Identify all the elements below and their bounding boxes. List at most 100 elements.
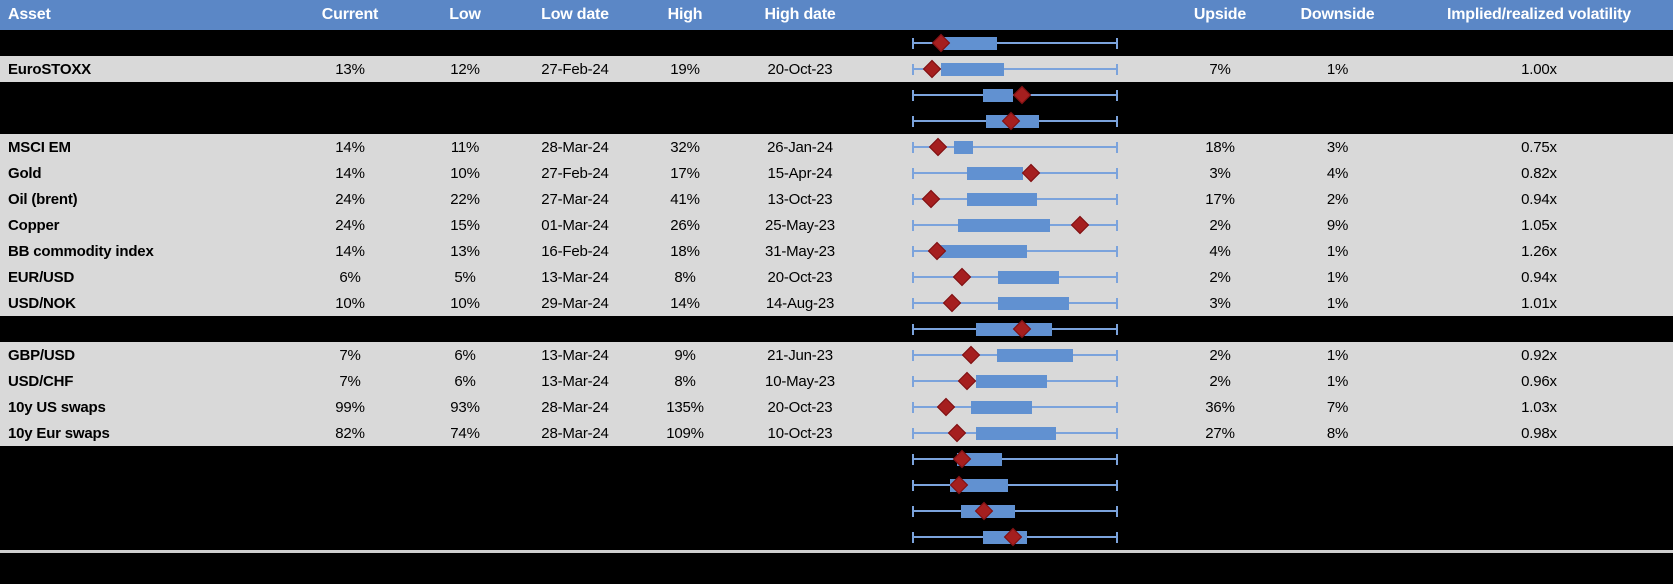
cell-high-date: 26-Jan-24	[767, 138, 833, 156]
whisker-cap-right	[1116, 272, 1118, 283]
cell-low: 13%	[450, 242, 480, 260]
cell-low-date: 28-Mar-24	[541, 398, 609, 416]
range-box	[996, 349, 1074, 362]
whisker-line	[912, 510, 1118, 512]
range-box	[976, 375, 1047, 388]
range-boxplot	[912, 212, 1118, 238]
cell-asset: Gold	[8, 164, 42, 182]
whisker-cap-right	[1116, 220, 1118, 231]
cell-low-date: 29-Mar-24	[541, 294, 609, 312]
cell-current: 6%	[339, 268, 361, 286]
cell-range-chart	[860, 368, 1170, 394]
table-row: BB commodity index 14% 13% 16-Feb-24 18%…	[0, 238, 1673, 264]
whisker-cap-left	[912, 454, 914, 465]
cell-upside: 7%	[1209, 60, 1231, 78]
cell-upside: 3%	[1209, 164, 1231, 182]
whisker-cap-right	[1116, 402, 1118, 413]
cell-upside: 2%	[1209, 372, 1231, 390]
range-boxplot	[912, 238, 1118, 264]
cell-upside: 2%	[1209, 268, 1231, 286]
whisker-cap-left	[912, 506, 914, 517]
cell-high-date: 20-Oct-23	[767, 60, 833, 78]
cell-asset: 10y Eur swaps	[8, 424, 110, 442]
cell-implied-realized: 0.98x	[1521, 424, 1557, 442]
whisker-cap-left	[912, 38, 914, 49]
cell-current: 82%	[335, 424, 365, 442]
table-row	[0, 498, 1673, 524]
col-header-asset: Asset	[8, 6, 51, 23]
cell-implied-realized: 0.75x	[1521, 138, 1557, 156]
cell-high: 135%	[666, 398, 704, 416]
whisker-cap-left	[912, 194, 914, 205]
cell-low-date: 28-Mar-24	[541, 424, 609, 442]
cell-implied-realized: 0.94x	[1521, 190, 1557, 208]
whisker-cap-right	[1116, 480, 1118, 491]
whisker-cap-left	[912, 116, 914, 127]
whisker-cap-right	[1116, 90, 1118, 101]
whisker-cap-left	[912, 64, 914, 75]
whisker-cap-left	[912, 272, 914, 283]
cell-range-chart	[860, 394, 1170, 420]
cell-high-date: 20-Oct-23	[767, 268, 833, 286]
cell-upside: 18%	[1205, 138, 1235, 156]
cell-downside: 1%	[1326, 60, 1349, 78]
col-header-upside: Upside	[1193, 6, 1247, 23]
cell-high: 8%	[674, 268, 696, 286]
range-box	[958, 219, 1050, 232]
col-header-downside: Downside	[1300, 6, 1375, 23]
whisker-cap-right	[1116, 168, 1118, 179]
table-body: EuroSTOXX 13% 12% 27-Feb-24 19% 20-Oct-2…	[0, 30, 1673, 550]
range-box	[976, 427, 1056, 440]
cell-high: 32%	[670, 138, 700, 156]
current-marker-diamond-icon	[953, 267, 972, 287]
cell-current: 14%	[335, 242, 365, 260]
cell-current: 10%	[335, 294, 365, 312]
whisker-line	[912, 68, 1118, 70]
current-marker-diamond-icon	[942, 293, 961, 313]
cell-high: 9%	[674, 346, 696, 364]
range-boxplot	[912, 498, 1118, 524]
cell-high: 26%	[670, 216, 700, 234]
range-boxplot	[912, 472, 1118, 498]
range-box	[941, 37, 997, 50]
cell-implied-realized: 1.01x	[1521, 294, 1557, 312]
table-row: GBP/USD 7% 6% 13-Mar-24 9% 21-Jun-23 2% …	[0, 342, 1673, 368]
col-header-low: Low	[449, 6, 481, 23]
whisker-cap-left	[912, 298, 914, 309]
cell-low-date: 01-Mar-24	[541, 216, 609, 234]
cell-low: 15%	[450, 216, 480, 234]
cell-high-date: 15-Apr-24	[767, 164, 833, 182]
table-row: EuroSTOXX 13% 12% 27-Feb-24 19% 20-Oct-2…	[0, 56, 1673, 82]
whisker-cap-left	[912, 376, 914, 387]
cell-upside: 36%	[1205, 398, 1235, 416]
cell-upside: 27%	[1205, 424, 1235, 442]
cell-range-chart	[860, 108, 1170, 134]
range-box	[997, 271, 1060, 284]
cell-high: 17%	[670, 164, 700, 182]
current-marker-diamond-icon	[961, 345, 981, 365]
cell-low: 74%	[450, 424, 480, 442]
range-boxplot	[912, 82, 1118, 108]
cell-upside: 17%	[1205, 190, 1235, 208]
range-boxplot	[912, 134, 1118, 160]
cell-asset: USD/CHF	[8, 372, 74, 390]
cell-implied-realized: 0.82x	[1521, 164, 1557, 182]
range-boxplot	[912, 160, 1118, 186]
whisker-cap-right	[1116, 428, 1118, 439]
current-marker-diamond-icon	[1012, 85, 1031, 105]
range-boxplot	[912, 108, 1118, 134]
cell-low: 12%	[450, 60, 480, 78]
table-row	[0, 30, 1673, 56]
cell-high: 109%	[666, 424, 704, 442]
cell-low-date: 16-Feb-24	[541, 242, 609, 260]
cell-low: 5%	[454, 268, 476, 286]
col-header-chart	[860, 0, 1170, 30]
whisker-line	[912, 484, 1118, 486]
cell-range-chart	[860, 342, 1170, 368]
cell-range-chart	[860, 264, 1170, 290]
table-row	[0, 108, 1673, 134]
whisker-cap-right	[1116, 532, 1118, 543]
cell-current: 7%	[339, 372, 361, 390]
table-row: USD/CHF 7% 6% 13-Mar-24 8% 10-May-23 2% …	[0, 368, 1673, 394]
